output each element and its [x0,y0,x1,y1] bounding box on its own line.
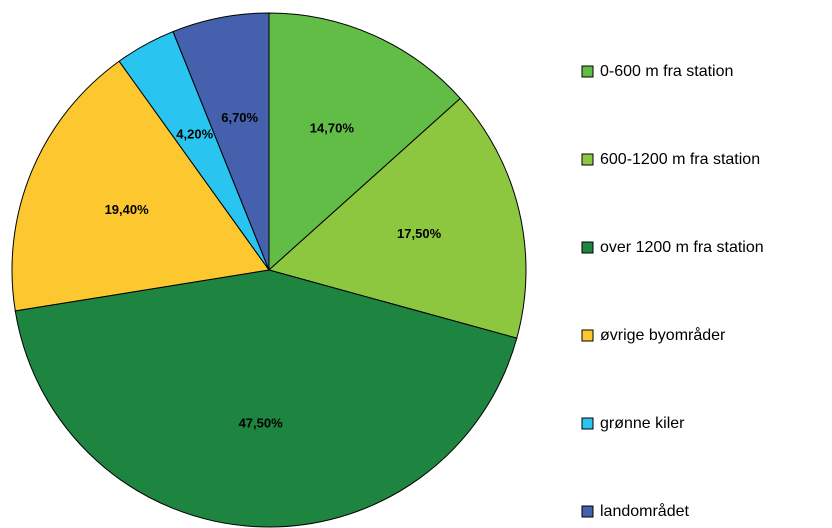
data-label: 6,70% [221,110,258,125]
legend-label: over 1200 m fra station [600,239,764,256]
legend-label: øvrige byområder [600,326,726,344]
legend-label: landområdet [600,502,690,520]
legend-swatch [581,417,594,430]
legend-swatch [581,65,594,78]
pie-slice [267,97,527,339]
legend-label: grønne kiler [600,415,685,432]
data-label: 47,50% [239,415,284,430]
data-label: 4,20% [176,126,213,141]
legend-swatch [581,505,594,518]
legend-label: 600-1200 m fra station [600,151,760,168]
legend-swatch [581,153,594,166]
data-label: 14,70% [310,121,355,136]
data-label: 19,40% [105,202,150,217]
pie-slice [172,12,270,271]
legend-swatch [581,329,594,342]
data-label: 17,50% [397,226,442,241]
pie-slice [14,269,518,528]
pie-slice [11,60,270,312]
legend-label: 0-600 m fra station [600,63,733,80]
pie-slice [268,12,462,272]
legend-swatch [581,241,594,254]
